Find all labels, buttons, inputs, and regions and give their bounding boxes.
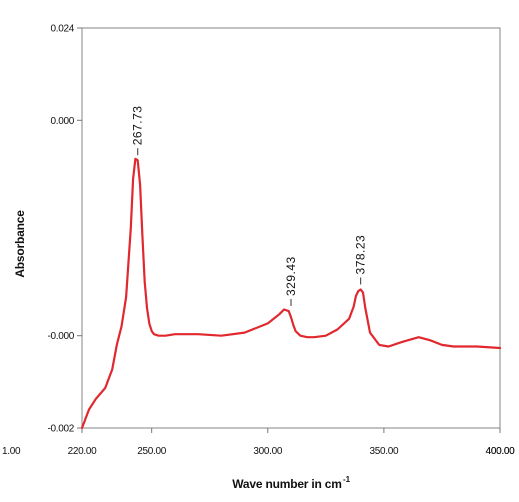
x-axis-title-superscript: -1 xyxy=(343,475,351,484)
y-axis-title: Absorbance xyxy=(13,210,27,278)
chart-layer: 0.024 0.000 -0.000 -0.002 220.00 250.00 300.00… xyxy=(2,24,515,492)
x-tick-label: 250.00 xyxy=(137,446,167,457)
peak-label: 329.43 xyxy=(284,256,298,296)
x-tick-label: 300.00 xyxy=(253,446,283,457)
y-tick-label: -0.000 xyxy=(47,331,74,342)
x-tick-label: 400.00 xyxy=(486,446,516,457)
y-tick-label: 0.024 xyxy=(50,24,74,35)
y-tick-label: -0.002 xyxy=(47,424,74,435)
spectrum-line xyxy=(80,157,502,430)
peak-label: 378.23 xyxy=(354,235,368,275)
x-tick-label: 350.00 xyxy=(369,446,399,457)
x-tick-label: 220.00 xyxy=(68,446,98,457)
plot-frame xyxy=(81,27,501,429)
edge-tick-label: 1.00 xyxy=(2,446,21,457)
x-axis-title: Wave number in cm xyxy=(232,477,342,491)
y-tick-label: 0.000 xyxy=(50,116,74,127)
peak-label: 267.73 xyxy=(131,106,145,146)
x-tick-label: 400.00 xyxy=(486,446,516,457)
